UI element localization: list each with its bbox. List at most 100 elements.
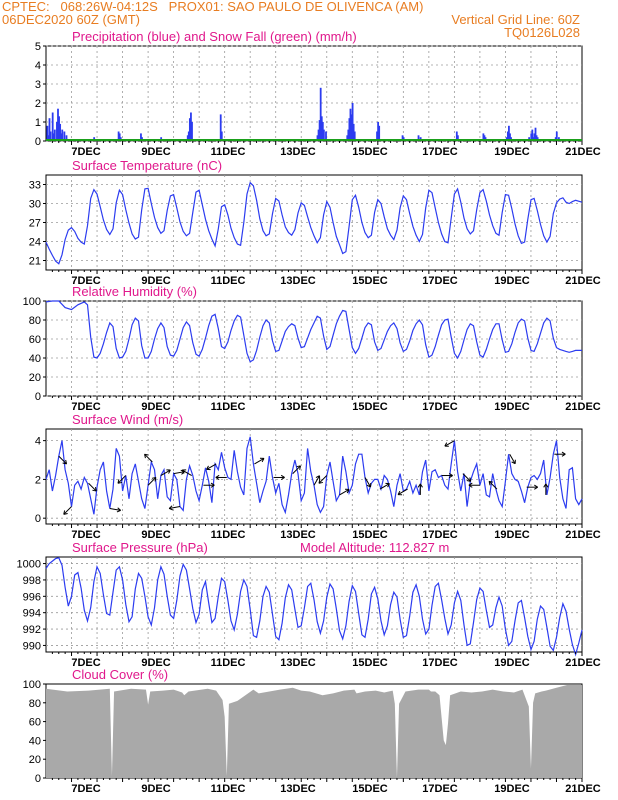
x-day-label: 21DEC: [565, 529, 601, 541]
precip-bar: [531, 129, 534, 141]
precip-bar: [348, 118, 351, 141]
y-tick-label: 80: [29, 315, 41, 327]
precip-bar: [349, 108, 352, 141]
x-day-label: 15DEC: [352, 783, 388, 795]
wind-arrowhead-icon: [63, 510, 68, 515]
precip-bar: [117, 131, 120, 141]
y-tick-label: 992: [23, 624, 41, 636]
x-day-label: 13DEC: [280, 657, 316, 669]
x-day-label: 19DEC: [494, 783, 530, 795]
x-day-label: 21DEC: [565, 783, 601, 795]
x-day-label: 19DEC: [494, 657, 530, 669]
wind-vector-icon: [318, 475, 328, 484]
wind-arrowhead-icon: [543, 483, 549, 488]
x-day-label: 15DEC: [352, 657, 388, 669]
y-tick-label: 60: [29, 334, 41, 346]
wind-arrowhead-icon: [62, 459, 68, 465]
x-day-label: 19DEC: [494, 146, 530, 158]
wind-arrowhead-icon: [468, 482, 473, 488]
wind-vector-icon: [147, 477, 157, 486]
wind-vector-icon: [397, 488, 408, 496]
x-day-label: 9DEC: [141, 657, 170, 669]
x-day-label: 9DEC: [141, 275, 170, 287]
panel-title: Relative Humidity (%): [72, 284, 197, 299]
y-tick-label: 80: [29, 698, 41, 710]
wind-arrowhead-icon: [296, 465, 301, 470]
panel-frame-0: [45, 45, 583, 142]
y-tick-label: 996: [23, 591, 41, 603]
precip-bar: [351, 103, 354, 141]
wind-arrowhead-icon: [534, 484, 538, 490]
wind-vector-icon: [488, 480, 498, 490]
y-tick-label: 100: [23, 679, 41, 691]
wind-arrowhead-icon: [318, 479, 323, 484]
x-day-label: 7DEC: [71, 657, 100, 669]
series-line-3: [45, 436, 583, 515]
precip-bar: [378, 125, 381, 141]
precip-bar: [530, 133, 533, 141]
y-tick-label: 0: [35, 513, 41, 525]
precip-bar: [48, 118, 51, 141]
precip-bar: [118, 133, 121, 141]
x-day-label: 9DEC: [141, 146, 170, 158]
wind-vector-icon: [181, 469, 192, 476]
precip-bar: [219, 114, 222, 141]
panel-annotation: Model Altitude: 112.827 m: [300, 540, 449, 555]
precip-bar: [509, 133, 511, 141]
precip-bar: [57, 108, 59, 141]
wind-arrowhead-icon: [144, 453, 149, 459]
y-tick-label: 1: [35, 117, 41, 129]
wind-arrowhead-icon: [385, 482, 390, 488]
precip-bar: [325, 131, 327, 141]
precip-bar: [52, 133, 55, 141]
precip-bar: [51, 112, 54, 141]
precip-bar: [535, 135, 538, 141]
y-tick-label: 40: [29, 353, 41, 365]
precip-bar: [401, 135, 404, 141]
precip-bar: [347, 129, 350, 141]
precip-bar: [376, 131, 378, 141]
precip-bar: [63, 131, 66, 141]
wind-arrowhead-icon: [280, 474, 285, 481]
wind-vector-icon: [117, 475, 127, 484]
wind-arrowhead-icon: [561, 451, 566, 457]
y-tick-label: 994: [23, 608, 41, 620]
x-day-label: 13DEC: [280, 146, 316, 158]
x-day-label: 9DEC: [141, 401, 170, 413]
panel-title: Surface Temperature (nC): [72, 158, 222, 173]
header-model-code: TQ0126L028: [504, 25, 580, 40]
x-day-label: 17DEC: [422, 401, 458, 413]
y-tick-label: 0: [35, 391, 41, 403]
y-tick-label: 33: [29, 180, 41, 192]
precip-bar: [317, 129, 320, 141]
wind-arrowhead-icon: [466, 477, 472, 482]
wind-arrowhead-icon: [444, 442, 449, 447]
x-day-label: 15DEC: [352, 275, 388, 287]
wind-vector-icon: [206, 463, 217, 470]
wind-vector-icon: [144, 453, 153, 463]
x-day-label: 21DEC: [565, 657, 601, 669]
y-tick-label: 20: [29, 754, 41, 766]
x-day-label: 7DEC: [71, 783, 100, 795]
precip-bar: [56, 122, 58, 141]
x-day-label: 13DEC: [280, 783, 316, 795]
x-day-label: 13DEC: [280, 275, 316, 287]
y-tick-label: 100: [23, 296, 41, 308]
precip-bar: [61, 129, 64, 141]
precip-bar: [190, 112, 192, 141]
precip-bar: [352, 123, 355, 141]
precip-bar: [49, 131, 52, 141]
precip-bar: [316, 135, 319, 141]
y-tick-label: 1000: [17, 559, 41, 571]
precip-bar: [320, 116, 323, 141]
precip-bar: [46, 125, 49, 141]
wind-arrowhead-icon: [116, 507, 121, 513]
precip-bar: [350, 114, 353, 141]
wind-arrowhead-icon: [117, 479, 122, 484]
precip-bar: [417, 135, 420, 141]
x-day-label: 13DEC: [280, 529, 316, 541]
wind-arrowhead-icon: [259, 457, 265, 463]
x-day-label: 17DEC: [422, 275, 458, 287]
wind-arrowhead-icon: [92, 487, 97, 492]
